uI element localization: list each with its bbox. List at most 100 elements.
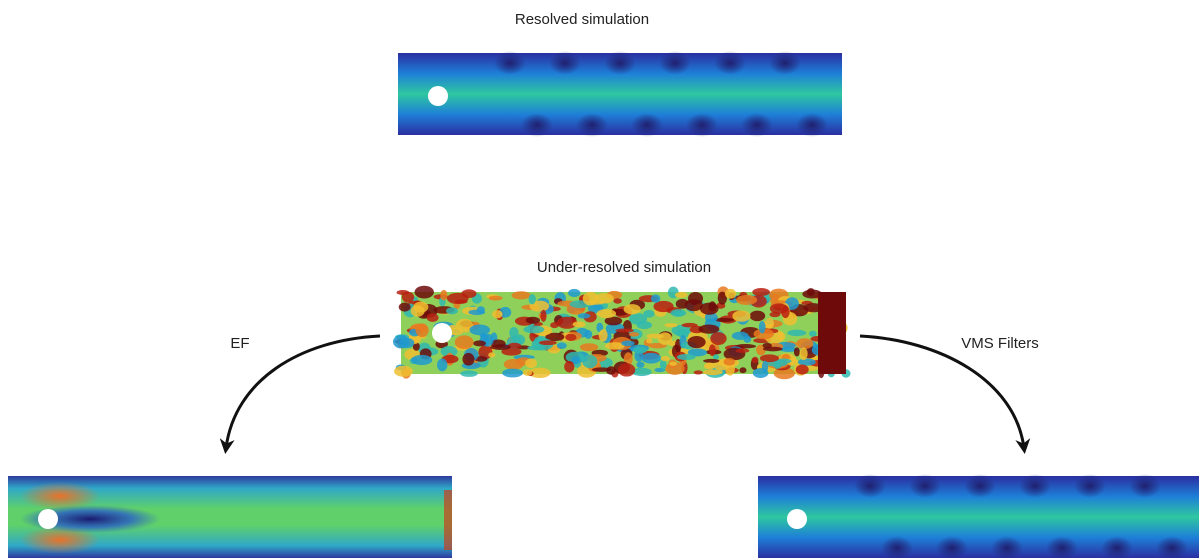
cylinder xyxy=(428,86,448,106)
texture xyxy=(658,332,672,345)
texture xyxy=(527,346,545,351)
texture xyxy=(809,331,817,337)
texture xyxy=(490,344,511,350)
texture xyxy=(732,311,750,322)
texture xyxy=(584,330,592,339)
texture xyxy=(582,355,597,368)
texture xyxy=(440,290,447,301)
texture xyxy=(492,310,503,318)
ef-label: EF xyxy=(230,335,249,352)
texture xyxy=(800,347,808,360)
texture xyxy=(677,354,696,360)
texture xyxy=(765,318,774,329)
texture xyxy=(769,51,801,75)
texture xyxy=(703,369,723,375)
texture xyxy=(694,370,703,374)
texture xyxy=(494,51,526,75)
texture xyxy=(1074,474,1106,498)
texture xyxy=(714,51,746,75)
texture xyxy=(573,321,586,327)
texture xyxy=(759,321,766,333)
texture xyxy=(462,353,474,366)
texture xyxy=(750,311,766,322)
texture xyxy=(578,313,591,318)
texture xyxy=(661,356,670,361)
texture xyxy=(411,355,432,365)
texture xyxy=(557,342,567,348)
texture xyxy=(599,329,608,341)
texture xyxy=(854,474,886,498)
texture xyxy=(446,307,458,314)
texture xyxy=(411,305,425,316)
texture xyxy=(637,321,652,329)
texture xyxy=(580,343,598,351)
texture xyxy=(549,51,581,75)
texture xyxy=(699,325,720,334)
texture xyxy=(618,363,635,376)
texture xyxy=(526,317,540,324)
texture xyxy=(794,347,800,356)
arrow-left xyxy=(226,336,380,448)
texture xyxy=(763,343,772,349)
texture xyxy=(796,338,813,349)
vms-field xyxy=(758,474,1199,558)
texture xyxy=(427,313,439,322)
texture xyxy=(704,362,715,369)
texture xyxy=(752,288,770,296)
texture xyxy=(651,294,660,303)
texture xyxy=(629,332,640,336)
texture xyxy=(539,340,557,345)
texture xyxy=(402,292,414,303)
texture xyxy=(576,113,608,137)
texture xyxy=(736,295,757,305)
texture xyxy=(455,335,474,349)
texture xyxy=(818,292,846,374)
texture xyxy=(468,310,485,316)
texture xyxy=(770,303,788,313)
texture xyxy=(741,113,773,137)
texture xyxy=(752,357,759,363)
texture xyxy=(709,344,716,356)
texture xyxy=(787,330,806,336)
texture xyxy=(469,324,490,335)
texture xyxy=(394,366,413,377)
texture xyxy=(564,361,574,372)
texture xyxy=(525,358,537,368)
texture xyxy=(509,327,518,338)
diagram: Resolved simulation Under-resolved simul… xyxy=(0,0,1199,558)
texture xyxy=(615,328,633,332)
texture xyxy=(631,113,663,137)
texture xyxy=(624,304,641,314)
texture xyxy=(700,303,719,315)
canvas: Resolved simulation Under-resolved simul… xyxy=(0,0,1199,558)
texture xyxy=(512,291,531,299)
texture xyxy=(399,302,411,311)
texture xyxy=(669,362,677,366)
cylinder xyxy=(38,509,58,529)
texture xyxy=(724,358,736,366)
texture xyxy=(521,113,553,137)
cylinder xyxy=(787,509,807,529)
texture xyxy=(736,348,750,353)
texture xyxy=(725,289,736,299)
texture xyxy=(461,289,476,298)
cylinder xyxy=(432,323,452,343)
texture xyxy=(540,310,546,322)
texture xyxy=(760,354,779,362)
arrow-right xyxy=(860,336,1024,448)
texture xyxy=(597,309,616,318)
resolved-field xyxy=(398,51,842,137)
texture xyxy=(686,113,718,137)
texture xyxy=(604,51,636,75)
texture xyxy=(568,289,580,297)
texture xyxy=(415,286,434,299)
under-resolved-title: Under-resolved simulation xyxy=(537,259,711,276)
texture xyxy=(473,340,486,346)
texture xyxy=(489,296,503,301)
texture xyxy=(796,113,828,137)
texture xyxy=(613,298,621,304)
texture xyxy=(739,367,746,373)
texture xyxy=(488,352,495,357)
texture xyxy=(636,362,644,368)
texture xyxy=(592,367,611,372)
